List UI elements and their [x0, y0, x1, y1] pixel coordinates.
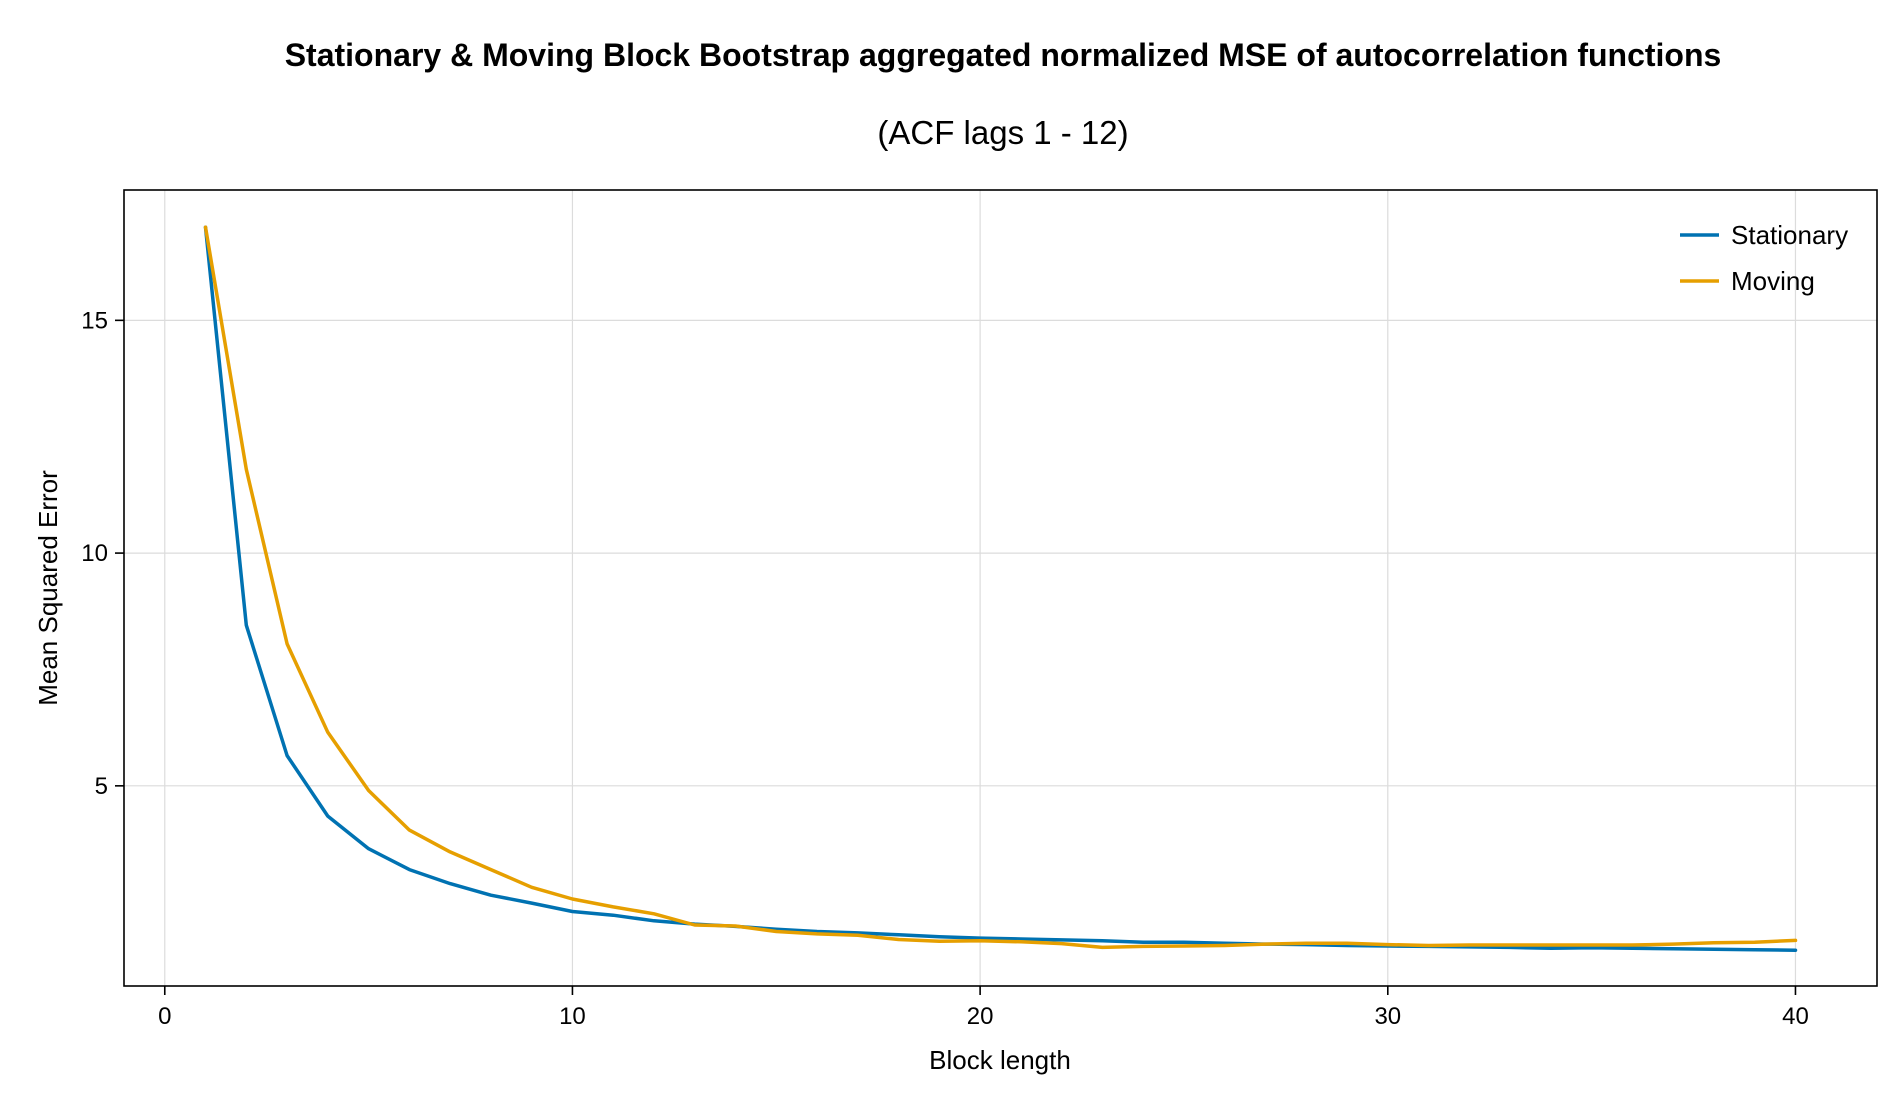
legend: Stationary Moving	[1680, 220, 1848, 296]
y-tick-label: 10	[81, 540, 108, 567]
x-tick-label: 10	[559, 1003, 586, 1030]
grid-lines	[124, 190, 1877, 986]
series-line-stationary	[203, 225, 1798, 952]
axis-ticks: 0 10 20 30 40 5 10 15	[81, 307, 1809, 1030]
y-tick-label: 5	[95, 773, 108, 800]
x-tick-label: 30	[1374, 1003, 1401, 1030]
legend-label-stationary: Stationary	[1731, 220, 1848, 250]
x-tick-label: 20	[967, 1003, 994, 1030]
plot-frame	[123, 189, 1878, 987]
series-lines	[203, 225, 1798, 952]
chart-subtitle: (ACF lags 1 - 12)	[877, 114, 1128, 151]
x-tick-label: 40	[1782, 1003, 1809, 1030]
chart-title: Stationary & Moving Block Bootstrap aggr…	[285, 37, 1722, 73]
y-axis-label: Mean Squared Error	[33, 470, 63, 706]
x-tick-label: 0	[158, 1003, 171, 1030]
x-axis-label: Block length	[929, 1045, 1071, 1075]
y-tick-label: 15	[81, 307, 108, 334]
series-line-moving	[203, 225, 1798, 950]
legend-label-moving: Moving	[1731, 266, 1815, 296]
